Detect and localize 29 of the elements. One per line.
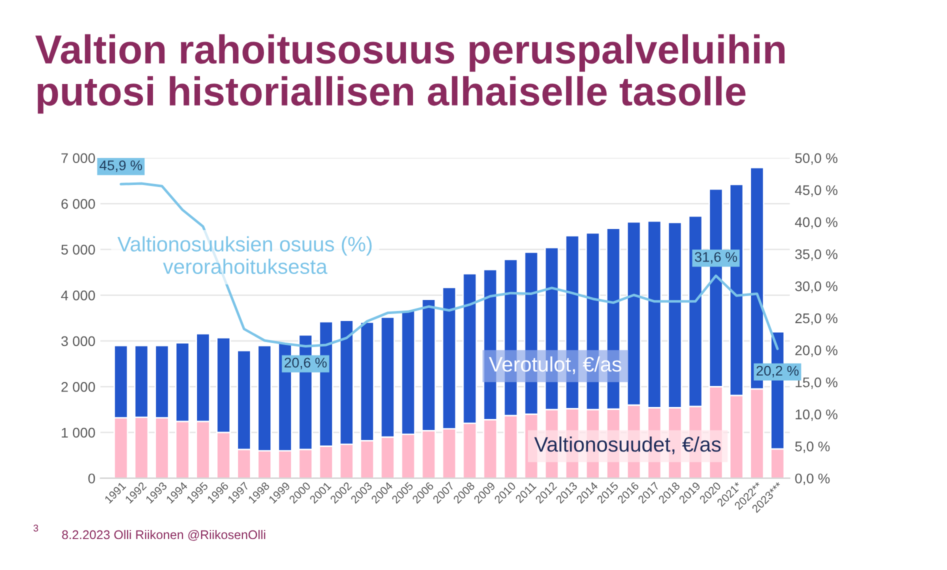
y-tick-label: 3 000 bbox=[61, 336, 95, 346]
y2-tick-label: 5,0 % bbox=[795, 442, 830, 454]
data-label: 45,9 % bbox=[100, 160, 142, 172]
y-tick-label: 2 000 bbox=[61, 382, 95, 392]
y2-tick-label: 35,0 % bbox=[795, 249, 838, 261]
y-tick-label: 0 bbox=[88, 474, 95, 484]
y2-tick-label: 20,0 % bbox=[795, 345, 838, 357]
series-label: Verotulot, €/as bbox=[488, 356, 622, 374]
y2-tick-label: 50,0 % bbox=[795, 153, 838, 165]
chart-title: Valtion rahoitusosuus peruspalveluihin putosi historiallisen alhaiselle tasolle bbox=[35, 34, 785, 114]
y2-tick-label: 10,0 % bbox=[796, 409, 838, 421]
y2-tick-label: 0,0 % bbox=[795, 474, 830, 486]
y2-tick-label: 45,0 % bbox=[794, 185, 838, 197]
y-tick-label: 5 000 bbox=[61, 244, 95, 255]
data-label: 31,6 % bbox=[694, 252, 738, 264]
y-tick-label: 4 000 bbox=[61, 290, 95, 300]
y2-tick-label: 30,0 % bbox=[795, 281, 838, 293]
y2-tick-label: 40,0 % bbox=[794, 217, 838, 229]
line-series bbox=[120, 182, 779, 350]
y-tick-label: 7 000 bbox=[61, 153, 95, 164]
y-tick-label: 6 000 bbox=[61, 198, 95, 209]
text: 8.2.2023 Olli Riikonen @RiikosenOlli bbox=[62, 530, 266, 541]
y2-tick-label: 25,0 % bbox=[795, 313, 838, 325]
series-label: Valtionosuudet, €/as bbox=[534, 436, 721, 454]
text: 3 bbox=[34, 524, 38, 532]
series-label: Valtionosuuksien osuus (%) verorahoituksesta bbox=[117, 236, 372, 274]
data-label: 20,2 % bbox=[756, 366, 799, 378]
data-label: 20,6 % bbox=[284, 358, 327, 370]
y-tick-label: 1 000 bbox=[62, 428, 95, 438]
